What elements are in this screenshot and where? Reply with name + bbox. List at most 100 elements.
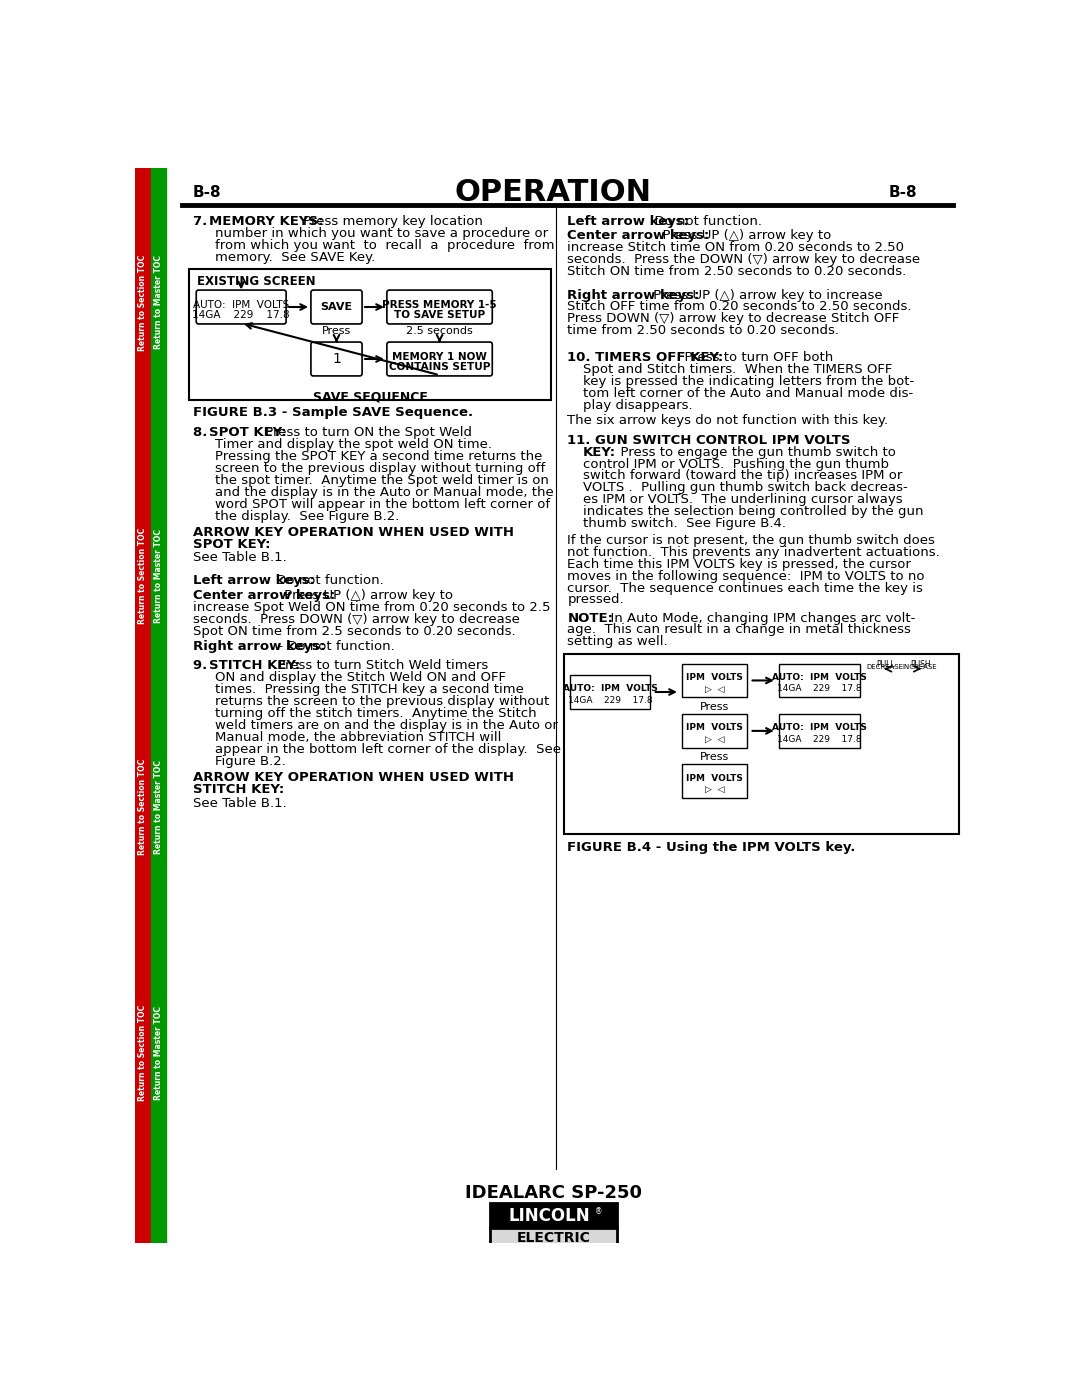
- Text: switch forward (toward the tip) increases IPM or: switch forward (toward the tip) increase…: [583, 469, 902, 482]
- Text: LINCOLN: LINCOLN: [508, 1207, 590, 1225]
- Text: STITCH KEY:: STITCH KEY:: [208, 659, 300, 672]
- Text: EXISTING SCREEN: EXISTING SCREEN: [197, 275, 315, 288]
- Text: Press: Press: [322, 327, 351, 337]
- Text: KEY:: KEY:: [583, 446, 616, 458]
- Text: See Table B.1.: See Table B.1.: [193, 796, 287, 810]
- FancyBboxPatch shape: [387, 342, 492, 376]
- Text: Press UP (△) arrow key to increase: Press UP (△) arrow key to increase: [649, 289, 882, 302]
- Text: The six arrow keys do not function with this key.: The six arrow keys do not function with …: [567, 414, 889, 427]
- Text: OPERATION: OPERATION: [455, 177, 652, 207]
- FancyBboxPatch shape: [197, 291, 286, 324]
- Text: ON and display the Stitch Weld ON and OFF: ON and display the Stitch Weld ON and OF…: [215, 671, 505, 685]
- Text: AUTO:  IPM  VOLTS: AUTO: IPM VOLTS: [193, 300, 289, 310]
- FancyBboxPatch shape: [489, 1203, 618, 1228]
- Text: number in which you want to save a procedure or: number in which you want to save a proce…: [215, 228, 548, 240]
- Text: returns the screen to the previous display without: returns the screen to the previous displ…: [215, 696, 549, 708]
- Text: Press UP (△) arrow key to: Press UP (△) arrow key to: [654, 229, 832, 242]
- Text: Return to Master TOC: Return to Master TOC: [153, 1006, 163, 1101]
- Text: ▷  ◁: ▷ ◁: [705, 685, 725, 693]
- Text: TO SAVE SETUP: TO SAVE SETUP: [394, 310, 485, 320]
- Text: Stitch OFF time from 0.20 seconds to 2.50 seconds.: Stitch OFF time from 0.20 seconds to 2.5…: [567, 300, 912, 313]
- Text: ARROW KEY OPERATION WHEN USED WITH: ARROW KEY OPERATION WHEN USED WITH: [193, 527, 514, 539]
- Text: turning off the stitch timers.  Anytime the Stitch: turning off the stitch timers. Anytime t…: [215, 707, 537, 719]
- Text: Right arrow keys:: Right arrow keys:: [193, 640, 325, 652]
- Text: Return to Section TOC: Return to Section TOC: [138, 528, 147, 624]
- Text: seconds.  Press DOWN (▽) arrow key to decrease: seconds. Press DOWN (▽) arrow key to dec…: [193, 613, 519, 626]
- Text: 2.5 seconds: 2.5 seconds: [406, 327, 473, 337]
- FancyBboxPatch shape: [570, 675, 650, 708]
- FancyBboxPatch shape: [311, 291, 362, 324]
- Text: PRESS MEMORY 1-5: PRESS MEMORY 1-5: [382, 300, 497, 310]
- FancyBboxPatch shape: [489, 1228, 618, 1248]
- Text: thumb switch.  See Figure B.4.: thumb switch. See Figure B.4.: [583, 517, 786, 531]
- FancyBboxPatch shape: [311, 342, 362, 376]
- Text: Press to engage the gun thumb switch to: Press to engage the gun thumb switch to: [612, 446, 896, 458]
- Text: Return to Section TOC: Return to Section TOC: [138, 759, 147, 855]
- Text: moves in the following sequence:  IPM to VOLTS to no: moves in the following sequence: IPM to …: [567, 570, 924, 583]
- Text: Return to Master TOC: Return to Master TOC: [153, 256, 163, 349]
- Text: screen to the previous display without turning off: screen to the previous display without t…: [215, 462, 545, 475]
- Bar: [150, 168, 166, 1243]
- Text: AUTO:  IPM  VOLTS: AUTO: IPM VOLTS: [772, 673, 867, 682]
- Text: 14GA    229    17.8: 14GA 229 17.8: [777, 735, 862, 743]
- Text: Return to Section TOC: Return to Section TOC: [138, 1004, 147, 1101]
- Text: 11. GUN SWITCH CONTROL IPM VOLTS: 11. GUN SWITCH CONTROL IPM VOLTS: [567, 433, 851, 447]
- Text: IPM  VOLTS: IPM VOLTS: [686, 673, 743, 682]
- Text: 1: 1: [332, 352, 341, 366]
- Text: 10. TIMERS OFF KEY:: 10. TIMERS OFF KEY:: [567, 351, 724, 365]
- Text: word SPOT will appear in the bottom left corner of: word SPOT will appear in the bottom left…: [215, 497, 550, 510]
- Text: es IPM or VOLTS.  The underlining cursor always: es IPM or VOLTS. The underlining cursor …: [583, 493, 903, 506]
- Text: pressed.: pressed.: [567, 594, 624, 606]
- FancyBboxPatch shape: [779, 664, 860, 697]
- Text: times.  Pressing the STITCH key a second time: times. Pressing the STITCH key a second …: [215, 683, 524, 696]
- Text: Press to turn Stitch Weld timers: Press to turn Stitch Weld timers: [273, 659, 488, 672]
- Text: VOLTS .  Pulling gun thumb switch back decreas-: VOLTS . Pulling gun thumb switch back de…: [583, 482, 907, 495]
- Text: Left arrow keys:: Left arrow keys:: [567, 215, 689, 228]
- Text: time from 2.50 seconds to 0.20 seconds.: time from 2.50 seconds to 0.20 seconds.: [567, 324, 839, 337]
- Text: appear in the bottom left corner of the display.  See: appear in the bottom left corner of the …: [215, 743, 561, 756]
- FancyBboxPatch shape: [564, 654, 959, 834]
- Text: PULL: PULL: [876, 659, 894, 669]
- Text: play disappears.: play disappears.: [583, 400, 692, 412]
- Text: memory.  See SAVE Key.: memory. See SAVE Key.: [215, 251, 375, 264]
- Text: Do not function.: Do not function.: [647, 215, 762, 228]
- Text: AUTO:  IPM  VOLTS: AUTO: IPM VOLTS: [563, 685, 658, 693]
- Text: the spot timer.  Anytime the Spot weld timer is on: the spot timer. Anytime the Spot weld ti…: [215, 474, 549, 486]
- Text: control IPM or VOLTS.  Pushing the gun thumb: control IPM or VOLTS. Pushing the gun th…: [583, 458, 889, 471]
- Text: ▷  ◁: ▷ ◁: [705, 735, 725, 743]
- Text: ▷  ◁: ▷ ◁: [705, 785, 725, 795]
- Text: IDEALARC SP-250: IDEALARC SP-250: [465, 1185, 642, 1201]
- Text: key is pressed the indicating letters from the bot-: key is pressed the indicating letters fr…: [583, 376, 914, 388]
- Text: MEMORY 1 NOW: MEMORY 1 NOW: [392, 352, 487, 362]
- Text: setting as well.: setting as well.: [567, 636, 669, 648]
- Text: B-8: B-8: [889, 184, 918, 200]
- Text: ARROW KEY OPERATION WHEN USED WITH: ARROW KEY OPERATION WHEN USED WITH: [193, 771, 514, 784]
- Text: ELECTRIC: ELECTRIC: [516, 1231, 591, 1245]
- Text: SAVE SEQUENCE: SAVE SEQUENCE: [313, 391, 428, 404]
- Text: SPOT KEY:: SPOT KEY:: [208, 426, 286, 439]
- Text: SPOT KEY:: SPOT KEY:: [193, 538, 271, 550]
- Text: Each time this IPM VOLTS key is pressed, the cursor: Each time this IPM VOLTS key is pressed,…: [567, 557, 912, 570]
- FancyBboxPatch shape: [683, 664, 747, 697]
- Text: See Table B.1.: See Table B.1.: [193, 552, 287, 564]
- Text: not function.  This prevents any inadvertent actuations.: not function. This prevents any inadvert…: [567, 546, 941, 559]
- Text: Timer and display the spot weld ON time.: Timer and display the spot weld ON time.: [215, 437, 491, 451]
- Text: Press to turn OFF both: Press to turn OFF both: [676, 351, 833, 365]
- Text: PUSH: PUSH: [909, 659, 930, 669]
- Text: INCREASE: INCREASE: [903, 665, 937, 671]
- Text: IPM  VOLTS: IPM VOLTS: [686, 774, 743, 782]
- Text: NOTE:: NOTE:: [567, 612, 613, 624]
- FancyBboxPatch shape: [779, 714, 860, 747]
- Text: STITCH KEY:: STITCH KEY:: [193, 784, 284, 796]
- Text: Press DOWN (▽) arrow key to decrease Stitch OFF: Press DOWN (▽) arrow key to decrease Sti…: [567, 313, 900, 326]
- Text: Press memory key location: Press memory key location: [298, 215, 483, 228]
- Bar: [135, 168, 150, 1243]
- Text: FIGURE B.3 - Sample SAVE Sequence.: FIGURE B.3 - Sample SAVE Sequence.: [193, 407, 473, 419]
- Text: - Do not function.: - Do not function.: [274, 640, 395, 652]
- Text: Return to Master TOC: Return to Master TOC: [153, 760, 163, 854]
- Text: the display.  See Figure B.2.: the display. See Figure B.2.: [215, 510, 400, 522]
- Text: 14GA    229    17.8: 14GA 229 17.8: [192, 310, 291, 320]
- Text: DECREASE: DECREASE: [867, 665, 904, 671]
- Text: 7.: 7.: [193, 215, 217, 228]
- Text: Do not function.: Do not function.: [272, 574, 383, 587]
